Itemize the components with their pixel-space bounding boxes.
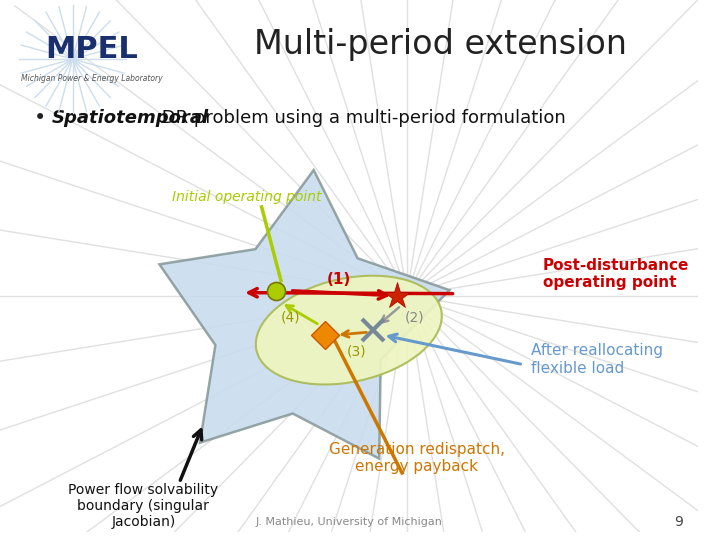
Text: MPEL: MPEL xyxy=(45,35,138,64)
Text: (2): (2) xyxy=(405,310,425,325)
Text: Michigan Power & Energy Laboratory: Michigan Power & Energy Laboratory xyxy=(21,75,163,83)
Polygon shape xyxy=(159,170,449,458)
Text: (4): (4) xyxy=(281,310,300,325)
Text: J. Mathieu, University of Michigan: J. Mathieu, University of Michigan xyxy=(256,517,442,527)
Text: Multi-period extension: Multi-period extension xyxy=(254,28,627,61)
Text: Initial operating point: Initial operating point xyxy=(172,190,322,204)
Text: Spatiotemporal: Spatiotemporal xyxy=(51,109,209,127)
Text: Post-disturbance
operating point: Post-disturbance operating point xyxy=(543,258,689,290)
Text: (1): (1) xyxy=(327,272,351,287)
Text: DR problem using a multi-period formulation: DR problem using a multi-period formulat… xyxy=(156,109,566,127)
Text: Generation redispatch,
energy payback: Generation redispatch, energy payback xyxy=(328,442,505,475)
Text: After reallocating
flexible load: After reallocating flexible load xyxy=(531,343,663,376)
Text: 9: 9 xyxy=(674,515,683,529)
Text: Power flow solvability
boundary (singular
Jacobian): Power flow solvability boundary (singula… xyxy=(68,483,218,529)
Text: (3): (3) xyxy=(347,345,366,359)
Text: •: • xyxy=(34,108,46,128)
Ellipse shape xyxy=(256,276,442,384)
